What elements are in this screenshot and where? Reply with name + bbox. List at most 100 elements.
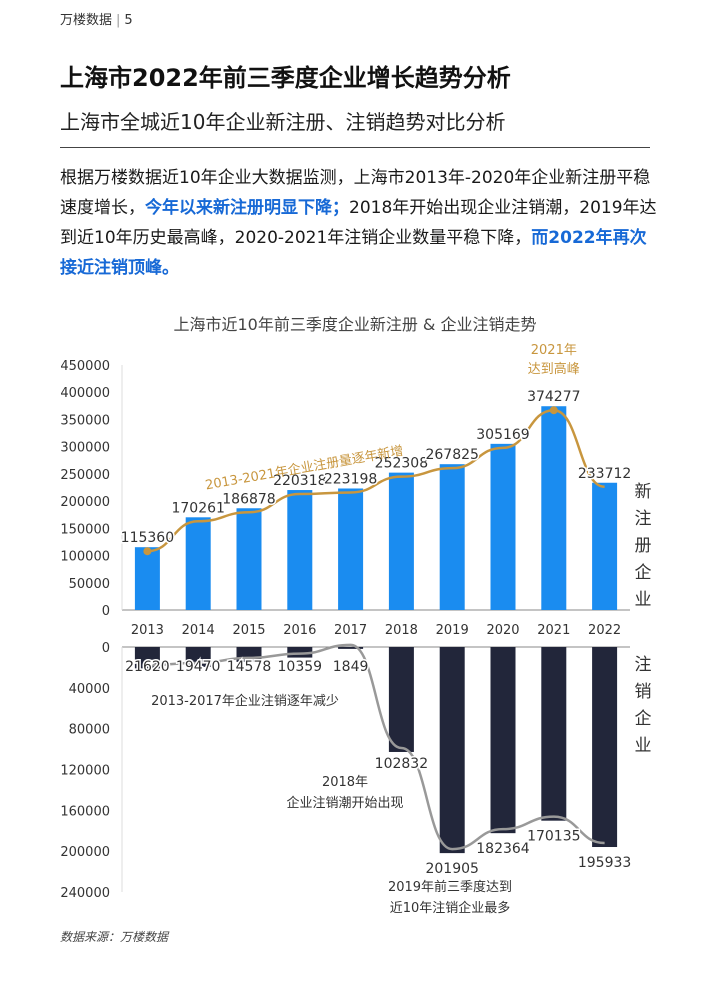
y-tick-label-top: 300000 [60, 441, 110, 456]
cancellation-value-label: 1849 [333, 659, 369, 675]
paragraph-highlight-1: 今年以来新注册明显下降； [145, 198, 349, 218]
y-tick-label-bottom: 160000 [60, 804, 110, 819]
side-label-cancellation-char: 企 [635, 709, 652, 729]
annotation-2019-peak-line2: 近10年注销企业最多 [390, 900, 511, 916]
annotation-2018-wave-line1: 2018年 [322, 775, 368, 790]
x-tick-label: 2022 [588, 623, 621, 638]
y-tick-label-bottom: 0 [102, 641, 110, 656]
y-tick-label-top: 400000 [60, 386, 110, 401]
registration-value-label: 115360 [121, 530, 174, 546]
page-title: 上海市2022年前三季度企业增长趋势分析 [60, 64, 511, 92]
registration-value-label: 233712 [578, 466, 631, 482]
cancellation-bar [287, 647, 313, 658]
y-tick-label-bottom: 80000 [69, 723, 110, 738]
registration-bar [287, 490, 313, 610]
x-tick-label: 2015 [232, 623, 265, 638]
cancellation-bar [388, 647, 414, 752]
y-tick-label-top: 50000 [69, 577, 110, 592]
side-label-registration-char: 业 [635, 590, 652, 610]
registration-value-label: 223198 [324, 471, 377, 487]
side-label-cancellation-char: 业 [635, 736, 652, 756]
registration-bar [185, 517, 211, 610]
side-label-registration-char: 企 [635, 563, 652, 583]
cancellation-value-label: 14578 [227, 659, 272, 675]
source-note: 数据来源：万楼数据 [60, 930, 169, 944]
annotation-cancellation-decline: 2013-2017年企业注销逐年减少 [151, 693, 339, 709]
header-separator: | [116, 13, 121, 28]
y-tick-label-bottom: 240000 [60, 886, 110, 901]
annotation-2021-peak-line1: 2021年 [531, 343, 577, 358]
cancellation-bar [439, 647, 465, 854]
registration-value-label: 186878 [222, 491, 275, 507]
brand-name: 万楼数据 [60, 13, 113, 28]
trend-peak-marker [549, 406, 558, 415]
cancellation-bar [134, 647, 160, 670]
y-tick-label-top: 150000 [60, 522, 110, 537]
y-tick-label-top: 250000 [60, 468, 110, 483]
x-tick-label: 2013 [131, 623, 164, 638]
cancellation-value-label: 102832 [375, 756, 428, 772]
chart-container: 上海市近10年前三季度企业新注册 & 企业注销走势 450000 400000 350… [0, 300, 710, 940]
x-tick-label: 2016 [283, 623, 316, 638]
side-label-registration-char: 注 [635, 509, 652, 529]
registration-bar [134, 547, 160, 610]
divider [60, 147, 650, 148]
cancellation-value-label: 10359 [278, 659, 323, 675]
x-tick-label: 2020 [486, 623, 519, 638]
annotation-2018-wave-line2: 企业注销潮开始出现 [286, 795, 403, 811]
cancellation-bar [592, 647, 618, 848]
side-label-registration-char: 册 [635, 536, 652, 556]
registration-bar [439, 464, 465, 610]
registration-value-label: 170261 [171, 500, 224, 516]
cancellation-bar [490, 647, 516, 834]
y-tick-label-top: 350000 [60, 413, 110, 428]
registration-value-label: 220318 [273, 473, 326, 489]
y-tick-label-top: 100000 [60, 550, 110, 565]
paragraph-part-1: 根据万楼数据近10年企业大数据监测，上海市2013年-2020年企业新注册平稳速… [60, 168, 651, 218]
x-tick-label: 2019 [436, 623, 469, 638]
paragraph-highlight-2: 而2022年再次接近注销顶峰。 [60, 228, 647, 278]
paragraph-part-2: 2018年开始出现企业注销潮，2019年达到近10年历史最高峰，2020-202… [60, 198, 657, 248]
cancellation-bar [541, 647, 567, 821]
y-tick-label-top: 450000 [60, 359, 110, 374]
registration-value-label: 252308 [375, 456, 428, 472]
chart-title: 上海市近10年前三季度企业新注册 & 企业注销走势 [173, 315, 536, 334]
registration-value-label: 267825 [425, 447, 478, 463]
registration-value-label: 305169 [476, 427, 529, 443]
cancellation-bar [338, 647, 364, 649]
summary-paragraph: 根据万楼数据近10年企业大数据监测，上海市2013年-2020年企业新注册平稳速… [60, 163, 660, 283]
x-tick-label: 2014 [182, 623, 215, 638]
registration-bar [338, 488, 364, 610]
page-subtitle: 上海市全城近10年企业新注册、注销趋势对比分析 [60, 110, 506, 134]
side-label-cancellation-char: 销 [635, 682, 652, 702]
page-header: 万楼数据 | 5 [60, 9, 133, 28]
registration-trend-line [147, 408, 605, 553]
x-tick-label: 2021 [537, 623, 570, 638]
cancellation-value-label: 201905 [425, 861, 478, 877]
y-tick-label-bottom: 120000 [60, 764, 110, 779]
trend-start-marker [143, 547, 152, 556]
cancellation-trend-line [147, 643, 605, 851]
x-tick-label: 2017 [334, 623, 367, 638]
side-label-cancellation-char: 注 [635, 655, 652, 675]
bar-chart: 上海市近10年前三季度企业新注册 & 企业注销走势450000400000350… [60, 315, 652, 916]
y-tick-label-top: 200000 [60, 495, 110, 510]
cancellation-value-label: 182364 [476, 841, 530, 857]
registration-bar [592, 482, 618, 610]
annotation-2019-peak-line1: 2019年前三季度达到 [388, 879, 512, 895]
page-number: 5 [124, 13, 133, 28]
cancellation-value-label: 195933 [578, 855, 631, 871]
side-label-registration-char: 新 [635, 482, 652, 502]
registration-bar [236, 508, 262, 610]
y-tick-label-bottom: 200000 [60, 845, 110, 860]
annotation-2021-peak-line2: 达到高峰 [528, 361, 580, 377]
y-tick-label-bottom: 40000 [69, 682, 110, 697]
registration-bar [388, 472, 414, 610]
registration-bar [541, 406, 567, 610]
registration-value-label: 374277 [527, 389, 580, 405]
x-tick-label: 2018 [385, 623, 418, 638]
y-tick-label-top: 0 [102, 604, 110, 619]
registration-bar [490, 443, 516, 610]
cancellation-value-label: 19470 [176, 659, 221, 675]
cancellation-value-label: 21620 [125, 659, 170, 675]
